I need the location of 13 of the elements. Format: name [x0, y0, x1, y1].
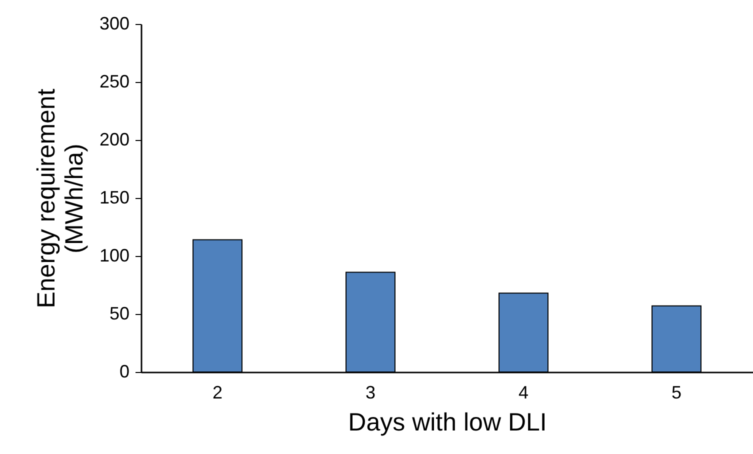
y-tick-label: 100: [99, 246, 130, 266]
y-tick-label: 50: [109, 304, 130, 324]
x-tick-label: 2: [212, 382, 223, 402]
y-tick-label: 250: [99, 72, 130, 92]
x-tick-label: 3: [365, 382, 376, 402]
x-tick-label: 4: [518, 382, 529, 402]
x-axis-title: Days with low DLI: [348, 408, 547, 436]
y-tick-label: 150: [99, 188, 130, 208]
y-tick-label: 200: [99, 130, 130, 150]
x-tick-label: 5: [671, 382, 682, 402]
y-tick-label: 300: [99, 14, 130, 34]
y-tick-label: 0: [119, 362, 130, 382]
y-axis-title: Energy requirement (MWh/ha): [32, 88, 88, 308]
